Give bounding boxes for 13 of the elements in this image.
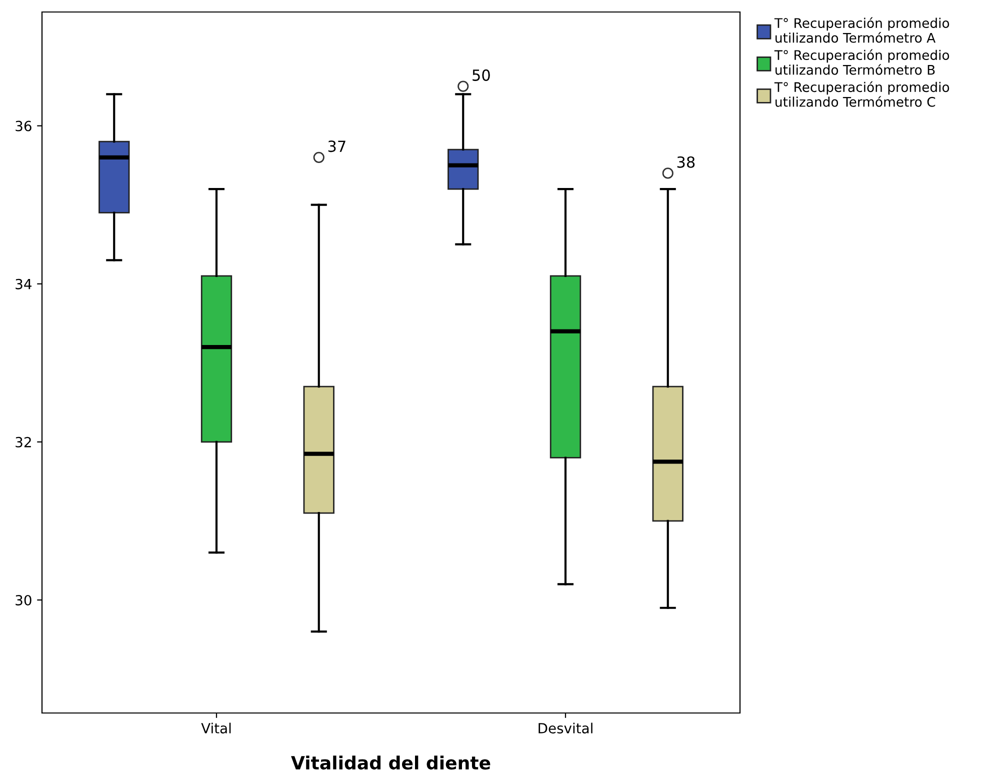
annotation: 50 [472,69,490,81]
y-tick-label: 32 [16,436,31,448]
annotation: 37 [328,140,346,152]
annotation: 38 [677,156,695,168]
x-tick-label: Desvital [538,722,592,734]
y-tick-label: 36 [16,120,32,132]
legend-label: T° Recuperación promedio utilizando Termómetro A [774,17,950,43]
y-tick-label: 34 [16,278,32,290]
x-axis-title: Vitalidad del diente [291,756,490,770]
legend-label: T° Recuperación promedio utilizando Termómetro B [774,49,950,75]
legend-label: T° Recuperación promedio utilizando Termómetro C [774,81,950,107]
x-tick-label: Vital [201,722,231,734]
y-tick-label: 30 [16,594,32,606]
